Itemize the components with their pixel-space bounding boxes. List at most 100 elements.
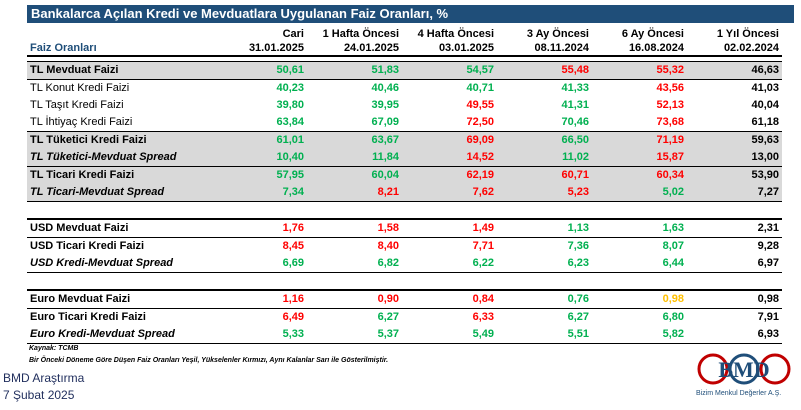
rate-cell: 14,52 xyxy=(402,149,497,167)
period-header: 6 Ay Öncesi xyxy=(621,28,684,40)
header-row-dates: 31.01.2025 24.01.2025 03.01.2025 08.11.2… xyxy=(27,41,782,57)
rate-cell: 51,83 xyxy=(307,61,402,80)
color-legend-note: Bir Önceki Döneme Göre Düşen Faiz Oranla… xyxy=(29,357,389,364)
rate-cell: 73,68 xyxy=(592,114,687,132)
rate-cell: 6,82 xyxy=(307,255,402,273)
rate-cell: 72,50 xyxy=(402,114,497,132)
rate-cell: 49,55 xyxy=(466,99,494,111)
rate-cell: 41,03 xyxy=(751,82,779,94)
rate-cell: 1,58 xyxy=(307,219,402,238)
rate-cell: 2,31 xyxy=(687,219,782,238)
rate-cell: 0,98 xyxy=(687,290,782,309)
row-label: USD Ticari Kredi Faizi xyxy=(30,240,145,252)
rate-cell: 55,48 xyxy=(497,61,592,80)
rate-cell: 13,00 xyxy=(687,149,782,167)
rate-cell: 1,63 xyxy=(592,219,687,238)
rate-cell: 62,19 xyxy=(402,166,497,184)
table-row: Euro Ticari Kredi Faizi 6,49 6,27 6,33 6… xyxy=(27,309,782,327)
bmd-logo: BMD xyxy=(697,353,791,385)
rate-cell: 39,95 xyxy=(371,99,399,111)
rate-cell: 43,56 xyxy=(656,82,684,94)
row-label: TL Tüketici Kredi Faizi xyxy=(27,131,203,149)
rate-cell: 6,23 xyxy=(497,255,592,273)
rate-cell: 5,51 xyxy=(497,326,592,344)
rate-cell: 41,31 xyxy=(561,99,589,111)
rate-cell: 60,34 xyxy=(592,166,687,184)
interest-rate-table: Faiz Oranları Cari 1 Hafta Öncesi 4 Haft… xyxy=(27,27,782,344)
rate-cell: 1,49 xyxy=(402,219,497,238)
period-header: Cari xyxy=(282,28,304,40)
rate-cell: 52,13 xyxy=(656,99,684,111)
date-header: 03.01.2025 xyxy=(402,41,497,57)
rate-cell: 1,16 xyxy=(203,290,307,309)
row-label: TL Ticari Kredi Faizi xyxy=(27,166,203,184)
rate-cell: 9,28 xyxy=(757,240,779,252)
rate-cell: 39,80 xyxy=(276,99,304,111)
row-label: Euro Kredi-Mevduat Spread xyxy=(27,326,203,344)
rate-cell: 6,44 xyxy=(592,255,687,273)
table-row: USD Ticari Kredi Faizi 8,45 8,40 7,71 7,… xyxy=(27,238,782,256)
row-label: USD Mevduat Faizi xyxy=(27,219,203,238)
row-label: USD Kredi-Mevduat Spread xyxy=(27,255,203,273)
table-row: TL Konut Kredi Faizi 40,23 40,46 40,71 4… xyxy=(27,80,782,98)
date-header: 24.01.2025 xyxy=(307,41,402,57)
row-label: TL İhtiyaç Kredi Faizi xyxy=(27,114,203,132)
rate-cell: 1,13 xyxy=(497,219,592,238)
rate-cell: 66,50 xyxy=(497,131,592,149)
date-header: 31.01.2025 xyxy=(203,41,307,57)
rate-cell: 6,33 xyxy=(472,311,494,323)
rate-cell: 0,76 xyxy=(497,290,592,309)
row-label: Euro Ticari Kredi Faizi xyxy=(30,311,146,323)
rate-cell: 8,40 xyxy=(377,240,399,252)
rate-cell: 41,33 xyxy=(561,82,589,94)
rate-cell: 10,40 xyxy=(203,149,307,167)
row-label: TL Ticari-Mevduat Spread xyxy=(27,184,203,202)
period-header: 3 Ay Öncesi xyxy=(526,28,589,40)
rate-cell: 67,09 xyxy=(307,114,402,132)
header-row-periods: Faiz Oranları Cari 1 Hafta Öncesi 4 Haft… xyxy=(27,27,782,57)
table-row: USD Kredi-Mevduat Spread 6,69 6,82 6,22 … xyxy=(27,255,782,273)
rate-cell: 5,37 xyxy=(307,326,402,344)
rate-cell: 5,23 xyxy=(497,184,592,202)
rate-cell: 6,49 xyxy=(282,311,304,323)
rate-cell: 7,91 xyxy=(757,311,779,323)
rate-cell: 7,71 xyxy=(472,240,494,252)
rate-cell: 55,32 xyxy=(592,61,687,80)
rate-cell: 63,67 xyxy=(307,131,402,149)
logo-caption: Bizim Menkul Değerler A.Ş. xyxy=(696,390,782,397)
rate-cell: 5,33 xyxy=(203,326,307,344)
row-label: TL Konut Kredi Faizi xyxy=(30,82,130,94)
rate-cell: 70,46 xyxy=(497,114,592,132)
row-label: Euro Mevduat Faizi xyxy=(27,290,203,309)
date-header: 02.02.2024 xyxy=(687,41,782,57)
rate-cell: 6,22 xyxy=(402,255,497,273)
rate-cell: 5,49 xyxy=(402,326,497,344)
rate-cell: 40,71 xyxy=(466,82,494,94)
rate-cell: 53,90 xyxy=(687,166,782,184)
rate-cell: 61,18 xyxy=(687,114,782,132)
row-label-header: Faiz Oranları xyxy=(30,42,97,54)
table-row: TL Ticari-Mevduat Spread 7,34 8,21 7,62 … xyxy=(27,184,782,202)
rate-cell: 15,87 xyxy=(592,149,687,167)
rate-cell: 54,57 xyxy=(402,61,497,80)
rate-cell: 60,71 xyxy=(497,166,592,184)
rate-cell: 71,19 xyxy=(592,131,687,149)
rate-cell: 11,84 xyxy=(307,149,402,167)
rate-cell: 6,93 xyxy=(687,326,782,344)
rate-cell: 0,90 xyxy=(307,290,402,309)
date-header: 08.11.2024 xyxy=(497,41,592,57)
rate-cell: 7,27 xyxy=(687,184,782,202)
rate-cell: 6,69 xyxy=(203,255,307,273)
rate-cell: 7,34 xyxy=(203,184,307,202)
period-header: 4 Hafta Öncesi xyxy=(417,28,494,40)
rate-cell: 40,04 xyxy=(751,99,779,111)
table-row: TL Taşıt Kredi Faizi 39,80 39,95 49,55 4… xyxy=(27,97,782,114)
row-label: TL Mevduat Faizi xyxy=(27,61,203,80)
table-row: USD Mevduat Faizi 1,76 1,58 1,49 1,13 1,… xyxy=(27,219,782,238)
rate-cell: 59,63 xyxy=(687,131,782,149)
table-row: TL Ticari Kredi Faizi 57,95 60,04 62,19 … xyxy=(27,166,782,184)
table-row: TL İhtiyaç Kredi Faizi 63,84 67,09 72,50… xyxy=(27,114,782,132)
source-note: Kaynak: TCMB xyxy=(29,345,79,352)
table-row: Euro Mevduat Faizi 1,16 0,90 0,84 0,76 0… xyxy=(27,290,782,309)
rate-cell: 0,98 xyxy=(592,290,687,309)
